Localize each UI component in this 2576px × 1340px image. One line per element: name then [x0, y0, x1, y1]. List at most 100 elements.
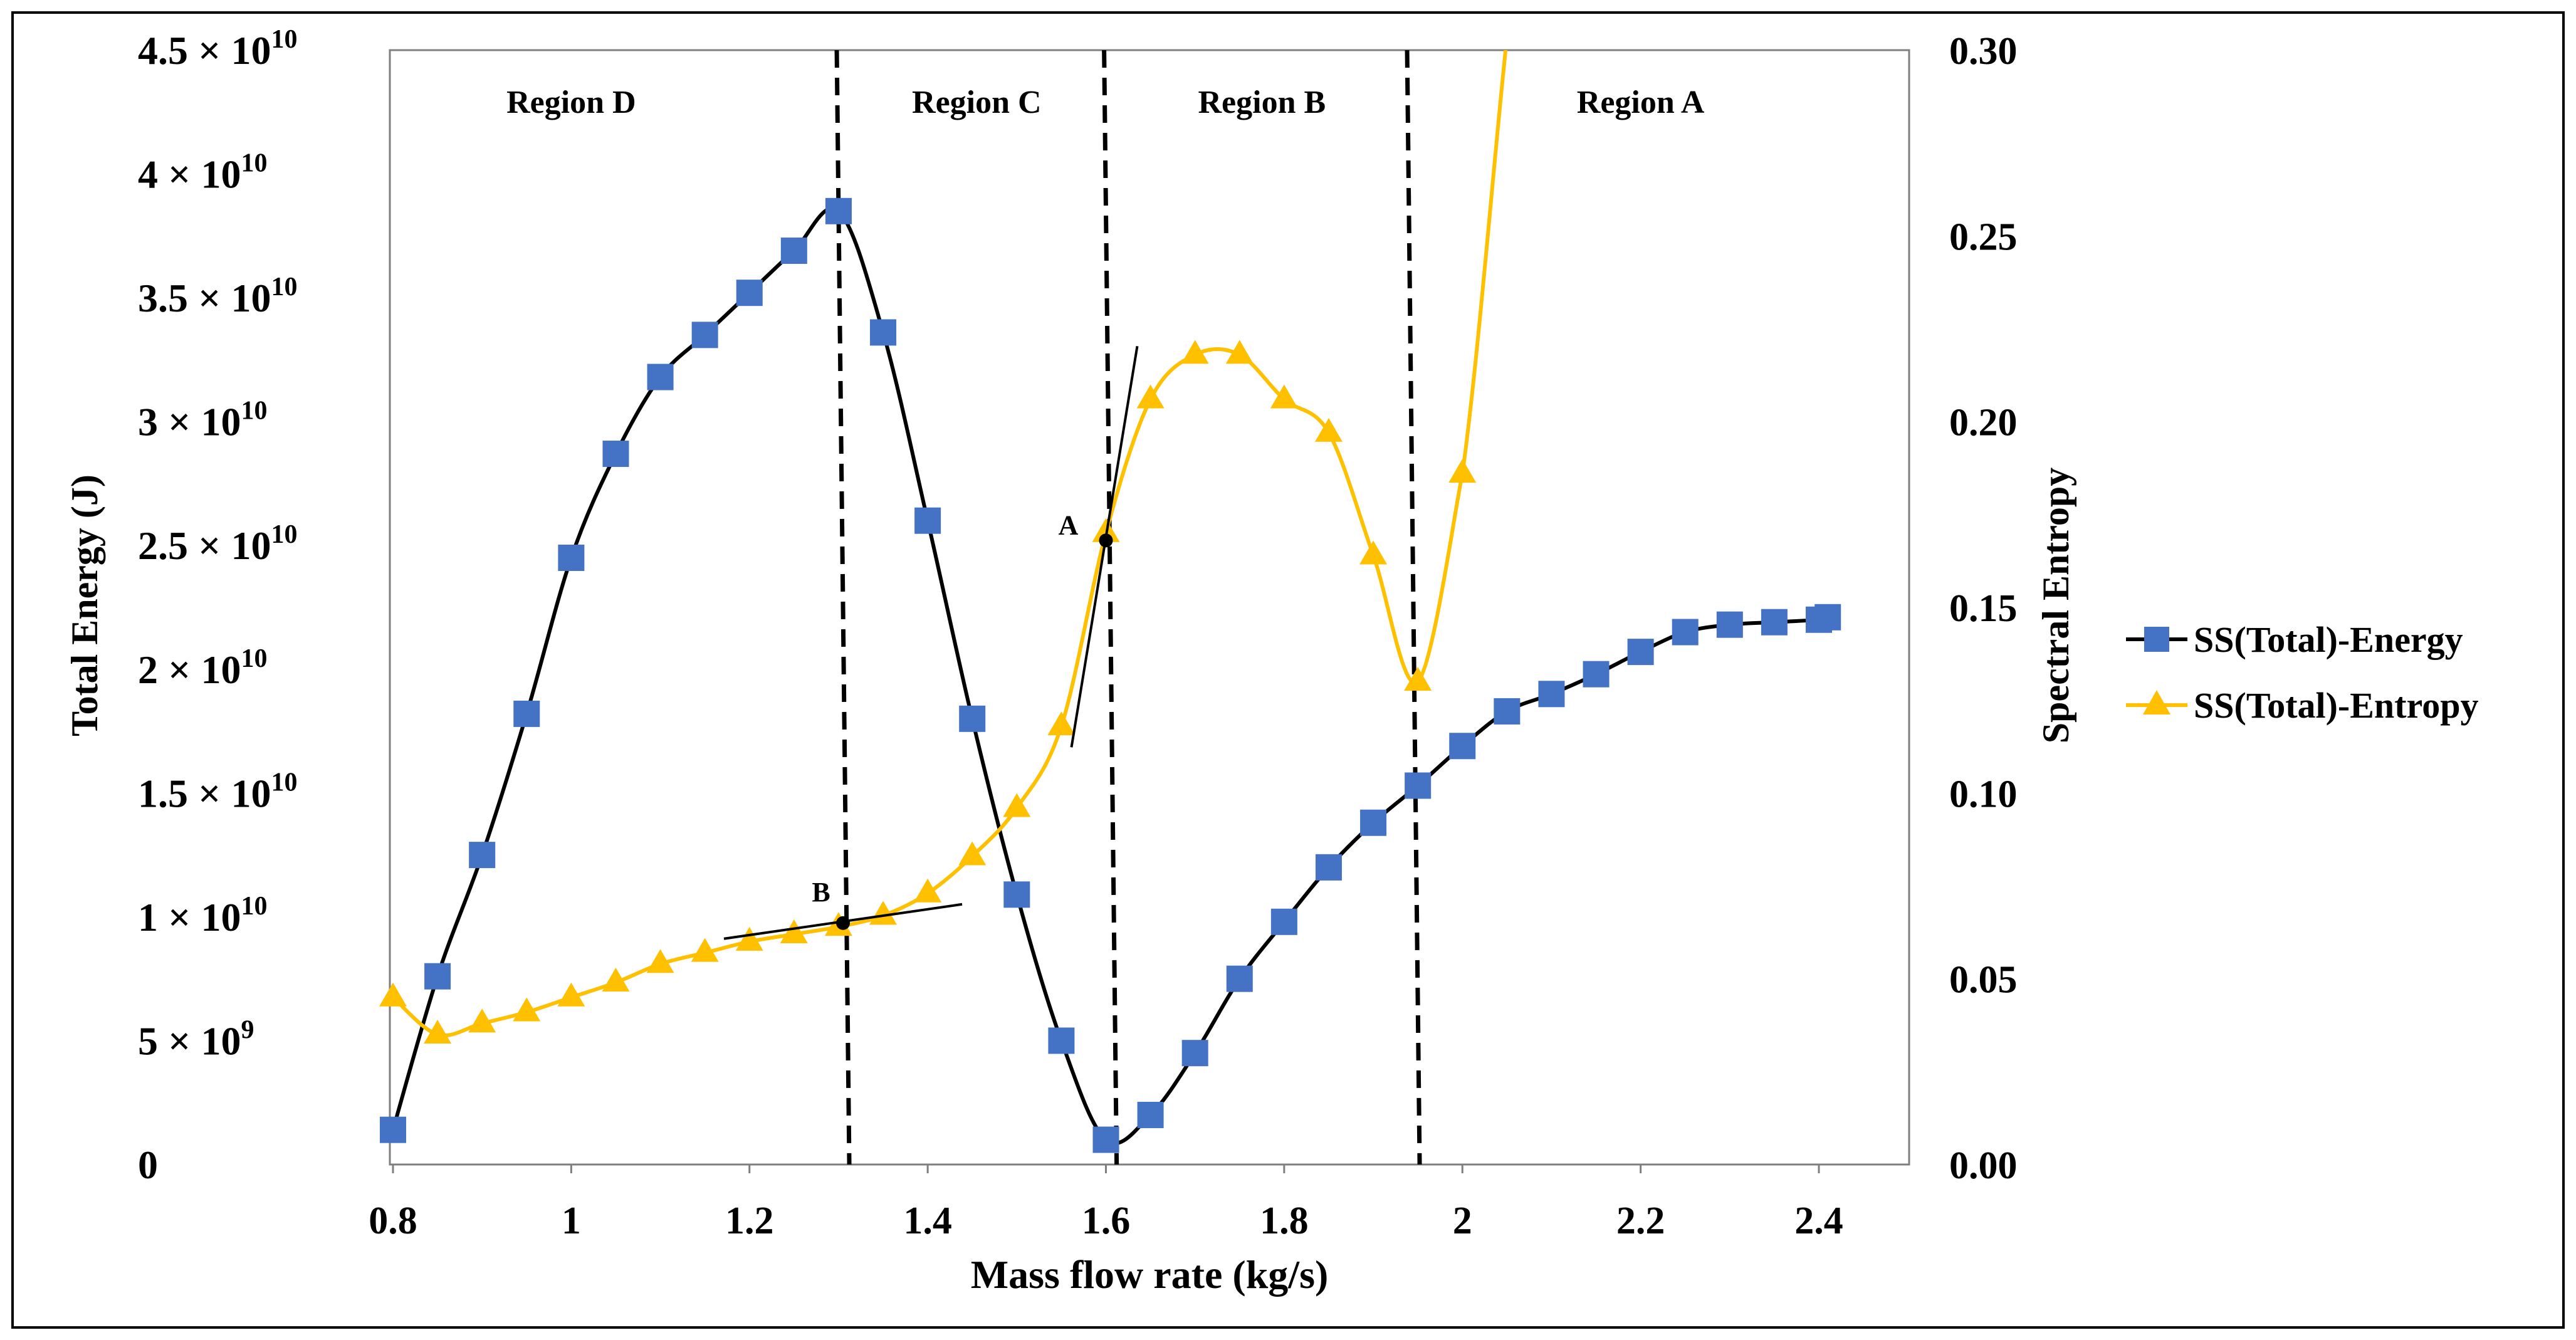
y-left-tick-label: 1 × 1010 [138, 892, 267, 940]
region-label: Region A [1577, 85, 1705, 120]
y-left-tick-label: 3 × 1010 [138, 397, 267, 444]
entropy-data-point [557, 982, 585, 1007]
region-label: Region D [506, 85, 636, 120]
energy-data-point [469, 842, 496, 869]
entropy-data-point [424, 1020, 452, 1044]
y-right-tick-label: 0.05 [1949, 959, 2018, 1002]
energy-data-point [1003, 881, 1030, 908]
y-right-axis-title: Spectral Entropy [2035, 468, 2076, 744]
y-left-tick-exponent: 9 [241, 1015, 254, 1044]
x-tick-label: 0.8 [369, 1200, 417, 1242]
entropy-data-point [914, 878, 942, 903]
annotations-layer: AB [723, 345, 1139, 940]
energy-data-point [1405, 772, 1432, 799]
energy-data-point [380, 1116, 406, 1143]
energy-data-point [1761, 609, 1788, 636]
legend-label: SS(Total)-Entropy [2194, 685, 2478, 726]
entropy-data-point [1359, 540, 1388, 565]
entropy-data-point [468, 1008, 496, 1033]
entropy-data-point [1225, 340, 1254, 364]
y-right-tick-label: 0.30 [1949, 30, 2018, 73]
y-left-tick-exponent: 10 [241, 397, 267, 426]
plot-frame [389, 49, 1910, 1166]
energy-data-point [1494, 698, 1521, 725]
x-tick-label: 1.4 [903, 1200, 952, 1242]
y-left-tick-label: 5 × 109 [138, 1015, 254, 1063]
y-left-tick-label: 4.5 × 1010 [138, 25, 297, 73]
energy-data-point [691, 322, 718, 348]
legend-marker-square [2144, 627, 2169, 652]
y-left-tick-label: 1.5 × 1010 [138, 768, 297, 815]
x-axis-title: Mass flow rate (kg/s) [971, 1252, 1329, 1297]
y-right-tick-label: 0.25 [1949, 216, 2018, 258]
energy-data-point [914, 507, 941, 534]
annotation-point-b [836, 916, 851, 930]
y-left-tick-mantissa: 4 × 10 [138, 152, 241, 197]
entropy-data-point [1047, 711, 1076, 736]
y-left-tick-mantissa: 3.5 × 10 [138, 276, 271, 320]
energy-data-point [1716, 611, 1743, 638]
entropy-data-point [1181, 340, 1209, 364]
y-left-tick-exponent: 10 [241, 892, 267, 921]
entropy-data-point [602, 968, 630, 992]
y-left-tick-mantissa: 1 × 10 [138, 895, 241, 940]
plot-area [389, 49, 1910, 1166]
y-left-tick-label: 2 × 1010 [138, 644, 267, 692]
energy-data-point [602, 441, 629, 468]
region-separator-line [1102, 50, 1119, 1165]
legend: SS(Total)-Energy SS(Total)-Entropy [2126, 619, 2478, 726]
annotation-point-a [1099, 533, 1113, 548]
energy-data-point [959, 705, 986, 732]
y-left-tick-mantissa: 5 × 10 [138, 1018, 241, 1063]
entropy-data-point [646, 949, 674, 973]
energy-data-point [736, 280, 763, 306]
y-left-axis-title: Total Energy (J) [64, 474, 105, 736]
y-left-tick-label: 4 × 1010 [138, 149, 267, 197]
region-label: Region C [912, 85, 1042, 120]
energy-data-point [558, 544, 585, 571]
entropy-data-point [869, 901, 898, 925]
y-right-tick-label: 0.15 [1949, 587, 2018, 630]
y-left-tick-mantissa: 3 × 10 [138, 400, 241, 444]
energy-data-point [513, 700, 540, 727]
entropy-data-point [1003, 793, 1031, 817]
energy-data-point [1583, 661, 1610, 688]
annotation-label-b: B [812, 877, 830, 908]
y-left-tick-mantissa: 2 × 10 [138, 647, 241, 692]
entropy-data-point [1448, 459, 1477, 483]
x-tick-label: 1.2 [725, 1200, 774, 1242]
energy-data-point [1226, 965, 1253, 992]
y-right-tick-label: 0.20 [1949, 402, 2018, 444]
y-right-tick-label: 0.10 [1949, 773, 2018, 815]
energy-data-point [424, 963, 451, 990]
legend-marker-triangle [2143, 690, 2170, 714]
entropy-data-point [691, 938, 719, 962]
entropy-data-point [780, 919, 808, 943]
energy-data-point [1814, 604, 1841, 631]
energy-data-point [780, 238, 807, 264]
entropy-data-point [1314, 417, 1343, 442]
y-left-tick-exponent: 10 [271, 520, 297, 549]
y-left-tick-exponent: 10 [271, 768, 297, 797]
y-left-tick-label: 3.5 × 1010 [138, 273, 297, 320]
series-layer [379, 50, 1841, 1153]
energy-data-point [1627, 639, 1654, 666]
energy-data-point [1538, 681, 1565, 708]
y-left-tick-exponent: 10 [271, 273, 297, 301]
y-left-tick-mantissa: 1.5 × 10 [138, 771, 271, 815]
energy-data-point [1270, 908, 1297, 935]
x-tick-label: 1 [562, 1200, 581, 1242]
entropy-data-point [1270, 384, 1298, 409]
y-left-tick-mantissa: 2.5 × 10 [138, 523, 271, 568]
x-tick-label: 1.6 [1082, 1200, 1131, 1242]
region-separator-line [834, 50, 852, 1165]
energy-data-point [1315, 854, 1342, 881]
energy-data-point [1048, 1027, 1075, 1054]
y-left-tick-exponent: 10 [271, 25, 297, 54]
entropy-data-point [735, 926, 763, 951]
energy-data-point [870, 319, 897, 346]
region-label: Region B [1198, 85, 1326, 120]
y-left-tick-label: 2.5 × 1010 [138, 520, 297, 568]
